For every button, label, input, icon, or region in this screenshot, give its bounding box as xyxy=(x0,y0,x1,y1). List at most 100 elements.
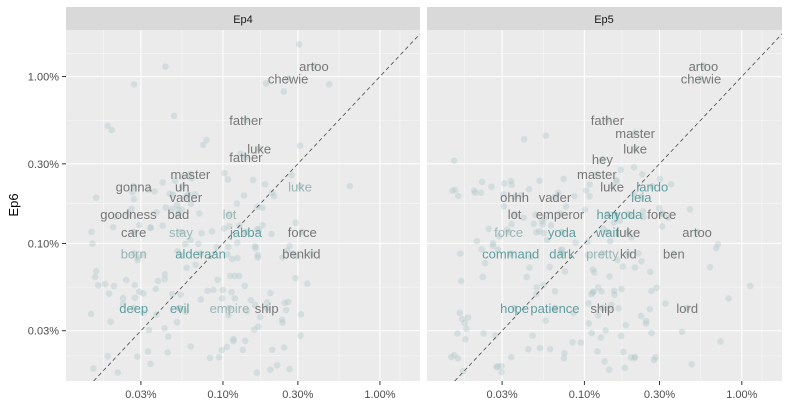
background-point xyxy=(228,288,235,296)
background-point xyxy=(614,256,621,264)
strip-label-ep4: Ep4 xyxy=(233,14,253,26)
background-point xyxy=(536,227,543,235)
word-label: care xyxy=(121,225,146,240)
word-label: force xyxy=(494,225,523,240)
background-point xyxy=(226,223,233,230)
background-point xyxy=(540,281,547,289)
background-point xyxy=(631,264,639,271)
panel-ep4: Ep4 artoochewiefatherlukefathermastergon… xyxy=(66,7,421,382)
background-point xyxy=(231,272,239,280)
background-point xyxy=(218,346,225,354)
background-point xyxy=(461,319,469,327)
background-point xyxy=(297,332,304,339)
background-point xyxy=(284,298,292,306)
word-point xyxy=(226,210,233,218)
word-point xyxy=(608,183,616,190)
background-point xyxy=(450,351,458,359)
word-label: han xyxy=(597,207,619,222)
background-point xyxy=(182,308,189,315)
background-point xyxy=(589,289,597,296)
background-point xyxy=(612,176,620,184)
background-point xyxy=(177,291,184,299)
background-point xyxy=(454,355,462,362)
word-label: chewie xyxy=(268,72,308,87)
word-point xyxy=(125,210,132,218)
word-label: yoda xyxy=(548,225,577,240)
word-point xyxy=(624,210,632,218)
background-point xyxy=(639,208,647,215)
background-point xyxy=(280,344,288,351)
background-point xyxy=(292,274,299,282)
background-point xyxy=(610,219,618,226)
word-label: ohhh xyxy=(500,190,529,205)
background-point xyxy=(621,364,629,372)
word-label: bad xyxy=(168,207,190,222)
background-point xyxy=(147,360,154,368)
word-label: luke xyxy=(247,142,271,157)
word-label: command xyxy=(482,247,539,262)
word-point xyxy=(624,228,632,236)
background-point xyxy=(569,338,576,346)
word-point xyxy=(310,62,318,70)
background-point xyxy=(638,257,645,265)
background-point xyxy=(174,247,181,255)
background-point xyxy=(251,301,259,309)
background-point xyxy=(525,345,532,353)
word-label: vader xyxy=(539,190,572,205)
background-point xyxy=(92,267,100,275)
background-point xyxy=(507,177,515,185)
background-point xyxy=(188,174,195,182)
background-point xyxy=(218,295,226,302)
background-point xyxy=(584,251,592,259)
x-tick-label: 0.10% xyxy=(207,389,238,401)
background-point xyxy=(493,363,500,371)
background-point xyxy=(619,348,627,356)
background-point xyxy=(173,318,181,326)
background-point xyxy=(605,305,613,312)
word-label: empire xyxy=(210,301,250,316)
word-point xyxy=(700,62,707,70)
background-point xyxy=(480,330,487,337)
word-point xyxy=(182,193,190,201)
x-tick-label: 0.10% xyxy=(569,389,600,401)
word-point xyxy=(593,170,601,178)
word-label: father xyxy=(229,150,263,165)
background-point xyxy=(162,204,170,211)
background-point xyxy=(706,263,714,271)
background-point xyxy=(134,353,141,360)
background-point xyxy=(617,166,625,174)
background-point xyxy=(581,206,589,213)
word-label: hey xyxy=(592,152,613,167)
word-point xyxy=(178,183,186,190)
background-point xyxy=(139,309,147,316)
strip-background xyxy=(427,7,782,30)
background-point xyxy=(491,332,499,339)
background-point xyxy=(458,315,466,323)
word-label: father xyxy=(229,113,263,128)
background-point xyxy=(479,273,487,281)
background-point xyxy=(105,290,113,297)
background-point xyxy=(130,81,138,88)
background-point xyxy=(551,306,558,313)
background-point xyxy=(591,269,598,276)
word-label: master xyxy=(577,167,617,182)
background-point xyxy=(523,273,531,281)
word-label: kid xyxy=(620,247,637,262)
background-point xyxy=(162,63,169,70)
background-point xyxy=(459,367,467,375)
x-tick-label: 0.30% xyxy=(644,389,675,401)
background-point xyxy=(144,348,152,355)
background-point xyxy=(686,206,694,213)
background-point xyxy=(539,221,546,228)
background-point xyxy=(159,179,166,186)
background-point xyxy=(145,186,153,193)
background-point xyxy=(128,188,136,196)
background-point xyxy=(449,187,456,194)
background-point xyxy=(254,251,262,259)
background-point xyxy=(90,365,97,372)
y-tick-label: 1.00% xyxy=(28,72,59,84)
background-point xyxy=(197,296,205,303)
background-point xyxy=(161,325,168,332)
word-point xyxy=(511,210,518,218)
